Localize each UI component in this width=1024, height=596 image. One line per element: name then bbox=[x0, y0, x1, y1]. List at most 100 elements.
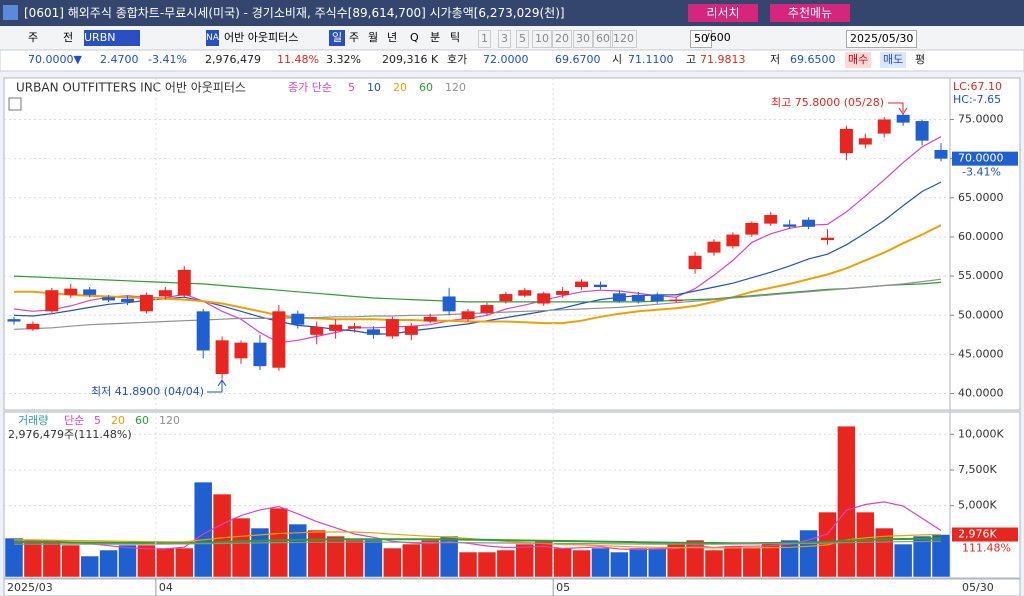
toolbar-item[interactable]: 전 bbox=[63, 31, 74, 44]
info-item: 호가 bbox=[447, 53, 468, 66]
candle-body bbox=[802, 219, 816, 227]
volume-bar bbox=[23, 539, 43, 578]
price-panel bbox=[3, 77, 951, 411]
volume-bar bbox=[61, 544, 81, 578]
volume-bar bbox=[893, 543, 913, 578]
legend-entry: 120 bbox=[159, 414, 180, 427]
volume-bar bbox=[591, 547, 610, 578]
toolbar-item[interactable]: 50 bbox=[690, 30, 712, 48]
moving-average-line bbox=[13, 275, 942, 303]
y-tick-label: 7,500K bbox=[958, 463, 997, 476]
toolbar-item[interactable]: Q bbox=[410, 31, 419, 44]
toolbar-item[interactable]: 주 bbox=[28, 31, 39, 44]
info-item[interactable]: 매도 bbox=[880, 52, 907, 68]
candle-body bbox=[291, 313, 305, 325]
price-tag-label: 70.0000 bbox=[958, 152, 1004, 165]
legend-entry: 10 bbox=[367, 81, 381, 94]
legend-entry: 60 bbox=[135, 414, 149, 427]
toolbar-item[interactable]: NA bbox=[206, 30, 219, 46]
candle-body bbox=[839, 128, 853, 154]
annotation: LC:67.10 bbox=[953, 80, 1002, 93]
toolbar-item[interactable]: 30 bbox=[573, 30, 593, 48]
chart-title: URBAN OUTFITTERS INC 어반 아웃피터스 bbox=[16, 81, 246, 95]
volume-bar bbox=[572, 549, 591, 578]
volume-bar bbox=[723, 545, 743, 578]
volume-bar bbox=[496, 549, 516, 578]
annotation-arrow bbox=[207, 379, 227, 393]
info-item: 2,976,479 bbox=[205, 53, 261, 66]
price-axis-panel bbox=[949, 77, 1021, 411]
legend-entry: 5 bbox=[348, 81, 355, 94]
volume-bar bbox=[231, 517, 251, 578]
info-item: 69.6500 bbox=[790, 53, 836, 66]
toolbar-item[interactable]: 주 bbox=[349, 31, 360, 44]
title-bar bbox=[0, 0, 1024, 26]
volume-bar bbox=[175, 547, 194, 578]
candle-body bbox=[385, 319, 399, 337]
candle-body bbox=[26, 323, 40, 330]
candle-body bbox=[461, 311, 475, 320]
toolbar-item[interactable]: 120 bbox=[610, 30, 637, 48]
volume-bar bbox=[118, 544, 137, 578]
candle-body bbox=[158, 290, 172, 297]
candle-body bbox=[102, 297, 116, 301]
candle-body bbox=[404, 326, 418, 335]
volume-bar bbox=[685, 539, 705, 578]
info-item: 고 bbox=[686, 53, 697, 66]
info-item[interactable]: 매수 bbox=[845, 52, 872, 68]
toolbar-item[interactable]: 1 bbox=[478, 30, 491, 48]
annotation: 최저 41.8900 (04/04) bbox=[91, 385, 204, 398]
window-title: [0601] 해외주식 종합차트-무료시세(미국) - 경기소비재, 주식수[8… bbox=[24, 6, 565, 20]
volume-bar bbox=[837, 425, 856, 578]
toolbar-item[interactable]: 3 bbox=[498, 30, 511, 48]
volume-status: 2,976,479주(111.48%) bbox=[8, 428, 132, 441]
toolbar-item[interactable]: 월 bbox=[368, 31, 379, 44]
menu-button[interactable]: 추천메뉴 bbox=[770, 4, 850, 22]
toolbar-item[interactable]: URBN bbox=[84, 30, 140, 46]
info-item: -3.41% bbox=[148, 53, 187, 66]
candle-body bbox=[669, 299, 683, 302]
x-tick-label: 04 bbox=[159, 581, 173, 594]
volume-bar bbox=[704, 549, 724, 578]
toolbar-item[interactable]: 분 bbox=[430, 31, 441, 44]
volume-bar bbox=[402, 543, 421, 578]
candle-body bbox=[896, 114, 910, 123]
y-tick-label: 75.0000 bbox=[958, 113, 1004, 126]
candle-body bbox=[253, 342, 267, 367]
toolbar-item[interactable]: 일 bbox=[329, 30, 346, 46]
toolbar-item[interactable]: /600 bbox=[706, 31, 731, 44]
candle-body bbox=[575, 281, 589, 288]
y-tick-label: 65.0000 bbox=[958, 191, 1004, 204]
legend-title: 종가 단순 bbox=[288, 81, 332, 94]
candle-body bbox=[45, 290, 59, 312]
candle-body bbox=[593, 284, 607, 288]
toolbar-item[interactable]: 어반 아웃피터스 bbox=[224, 31, 299, 44]
y-tick-label: 45.0000 bbox=[958, 347, 1004, 360]
info-row bbox=[0, 49, 1024, 72]
toolbar-item[interactable]: 60 bbox=[593, 30, 613, 48]
info-item: 71.1100 bbox=[628, 53, 674, 66]
info-item: 71.9813 bbox=[700, 53, 746, 66]
candle-body bbox=[329, 324, 343, 331]
volume-bar bbox=[629, 547, 648, 578]
candle-body bbox=[272, 311, 286, 368]
candle-body bbox=[537, 293, 551, 304]
volume-bar bbox=[742, 547, 762, 578]
grid-icon bbox=[8, 97, 22, 111]
toolbar-item[interactable]: 2025/05/30 bbox=[846, 30, 918, 48]
menu-button[interactable]: 리서치 bbox=[688, 4, 758, 22]
toolbar-item[interactable]: 틱 bbox=[450, 31, 461, 44]
volume-bar bbox=[610, 551, 629, 578]
info-item: 69.6700 bbox=[555, 53, 601, 66]
toolbar-item[interactable]: 10 bbox=[532, 30, 552, 48]
toolbar-item[interactable]: 5 bbox=[516, 30, 529, 48]
toolbar-item[interactable]: 20 bbox=[552, 30, 572, 48]
moving-average-line bbox=[13, 136, 942, 344]
toolbar bbox=[0, 27, 1024, 49]
volume-bar bbox=[534, 539, 553, 578]
candle-body bbox=[764, 215, 778, 224]
volume-bar bbox=[647, 547, 667, 578]
volume-bar bbox=[193, 481, 213, 578]
info-item[interactable]: 평 bbox=[915, 53, 926, 66]
toolbar-item[interactable]: 년 bbox=[387, 31, 398, 44]
